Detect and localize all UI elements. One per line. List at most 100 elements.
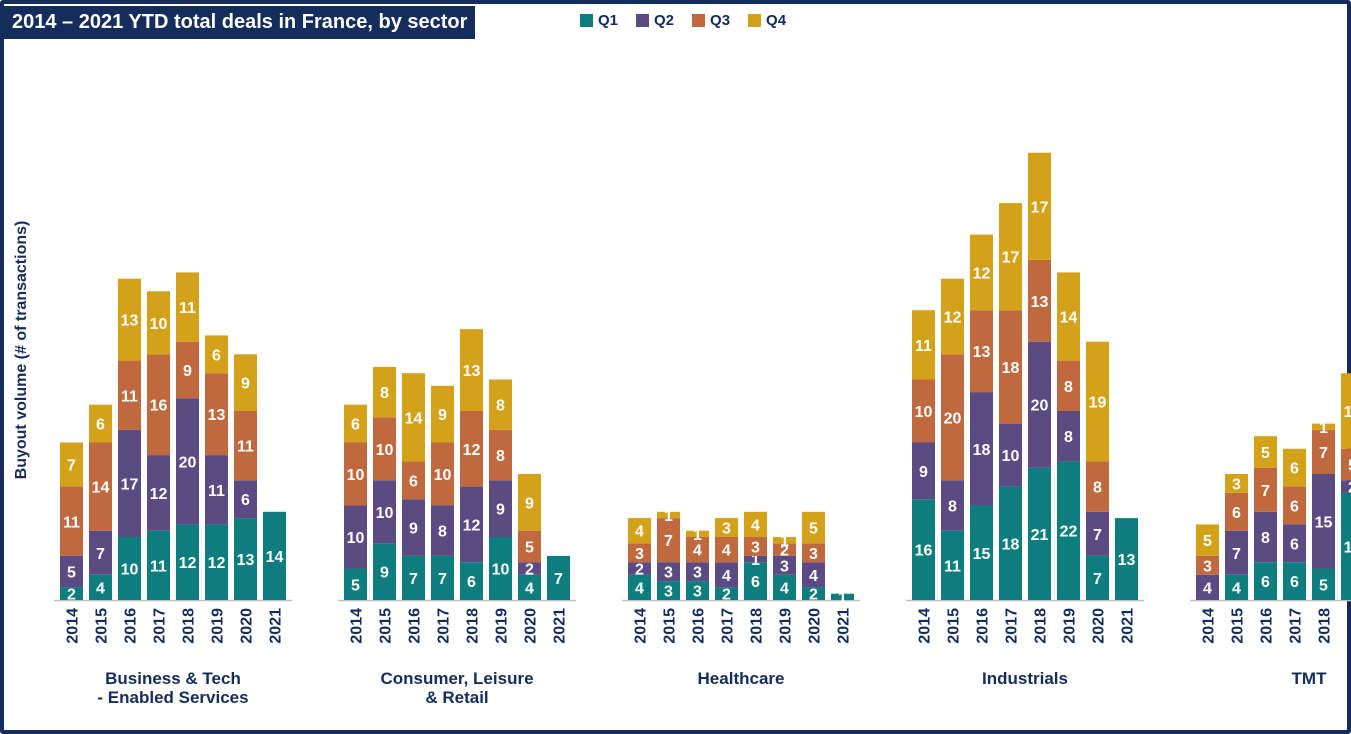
data-label: 2 [1348, 480, 1351, 497]
data-label: 3 [1232, 476, 1241, 493]
bar-segment [773, 574, 796, 600]
data-label: 12 [463, 442, 481, 459]
data-label: 4 [1232, 580, 1241, 597]
x-tick-label: 2019 [494, 608, 511, 644]
group-label: Business & Tech [105, 669, 241, 688]
bar-segment [1028, 259, 1051, 342]
data-label: 5 [1261, 445, 1270, 462]
data-label: 6 [212, 347, 221, 364]
data-label: 9 [380, 565, 389, 582]
data-label: 2 [67, 587, 76, 604]
bar-segment [460, 329, 483, 411]
bar-segment [1225, 474, 1248, 493]
bar-segment [628, 562, 651, 575]
x-tick-label: 2016 [407, 608, 424, 644]
bar-segment [402, 461, 425, 500]
x-tick-label: 2014 [349, 608, 366, 644]
bar-segment [1225, 530, 1248, 575]
bar-segment [489, 480, 512, 537]
x-tick-label: 2016 [1259, 608, 1276, 644]
data-label: 10 [915, 404, 933, 421]
data-label: 6 [351, 417, 360, 434]
data-label: 3 [722, 521, 731, 538]
x-tick-label: 2018 [1317, 608, 1334, 644]
bar-segment [1057, 360, 1080, 411]
x-tick-label: 2021 [836, 608, 853, 644]
x-tick-label: 2018 [465, 608, 482, 644]
bar-segment [89, 404, 112, 443]
bar-segment [1283, 486, 1306, 525]
bar-segment [744, 537, 767, 556]
bar-segment [89, 530, 112, 575]
bar-segment [1312, 423, 1335, 430]
bar-segment [489, 537, 512, 600]
data-label: 3 [693, 584, 702, 601]
x-tick-label: 2014 [917, 608, 934, 644]
bar-segment [941, 354, 964, 481]
bar-segment [1254, 511, 1277, 563]
bar-segment [60, 587, 83, 600]
bar-segment [118, 429, 141, 537]
legend: Q1 Q2 Q3 Q4 [580, 12, 786, 29]
data-label: 15 [1315, 514, 1333, 531]
legend-swatch-q3 [692, 14, 706, 27]
data-label: 6 [1290, 499, 1299, 516]
data-label: 10 [1002, 448, 1020, 465]
data-label: 2 [722, 587, 731, 604]
data-label: 17 [121, 476, 139, 493]
data-label: 8 [438, 524, 447, 541]
data-label: 4 [722, 543, 731, 560]
bar-segment [1283, 524, 1306, 563]
bar-segment [1254, 467, 1277, 512]
bar-segment [373, 417, 396, 481]
bar-segment [547, 555, 570, 600]
bar-segment [460, 562, 483, 600]
bar-segment [657, 562, 680, 582]
bar-segment [205, 373, 228, 456]
bar-segment [1028, 467, 1051, 600]
data-label: 7 [409, 571, 418, 588]
bar-segment [1196, 524, 1219, 556]
x-tick-label: 2015 [662, 608, 679, 644]
data-label: 13 [463, 363, 481, 380]
chart-title: 2014 – 2021 YTD total deals in France, b… [4, 6, 476, 39]
bar-segment [234, 354, 257, 411]
x-tick-label: 2021 [552, 608, 569, 644]
x-tick-label: 2019 [778, 608, 795, 644]
data-label: 5 [67, 565, 76, 582]
bar-segment [999, 203, 1022, 311]
data-label: 4 [635, 524, 644, 541]
x-tick-label: 2018 [749, 608, 766, 644]
data-label: 7 [67, 458, 76, 475]
data-label: 10 [121, 562, 139, 579]
bar-segment [489, 429, 512, 481]
bar-segment [60, 486, 83, 556]
data-label: 3 [635, 546, 644, 563]
bar-segment [1028, 341, 1051, 468]
bar-segment [176, 272, 199, 342]
x-tick-label: 2019 [1346, 608, 1351, 644]
data-label: 1 [664, 508, 673, 525]
group-label: Healthcare [698, 669, 785, 688]
data-label: 6 [1232, 505, 1241, 522]
bar-segment [657, 581, 680, 600]
group-label: & Retail [425, 688, 488, 707]
data-label: 3 [664, 565, 673, 582]
data-label: 13 [1031, 294, 1049, 311]
data-label: 11 [237, 439, 254, 456]
bar-segment [1312, 429, 1335, 474]
data-label: 8 [1064, 379, 1073, 396]
legend-label-q3: Q3 [710, 12, 731, 29]
data-label: 6 [96, 417, 105, 434]
bar-segment [402, 499, 425, 556]
data-label: 10 [150, 316, 168, 333]
bar-segment [263, 511, 286, 600]
data-label: 14 [405, 410, 423, 427]
data-label: 13 [121, 313, 139, 330]
bar-segment [1341, 373, 1351, 449]
bar-segment [1312, 568, 1335, 600]
data-label: 5 [351, 577, 360, 594]
legend-item-q2: Q2 [636, 12, 674, 29]
bar-segment [205, 335, 228, 374]
bar-segment [373, 480, 396, 544]
